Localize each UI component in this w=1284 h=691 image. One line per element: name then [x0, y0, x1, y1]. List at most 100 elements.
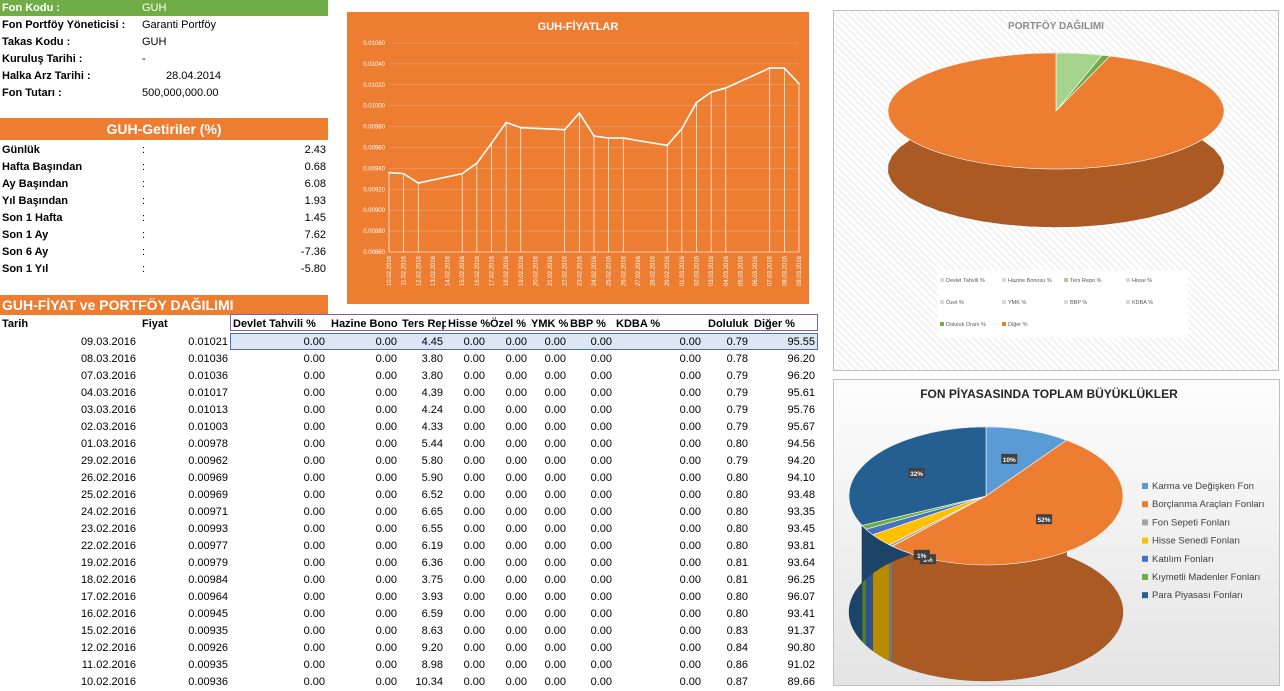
- cell-devlet: 0.00: [303, 353, 325, 365]
- cell-ymk: 0.00: [544, 455, 566, 467]
- selected-row-highlight[interactable]: [230, 333, 818, 350]
- table-row[interactable]: 29.02.2016 0.00962 0.00 0.00 5.80 0.00 0.00 0.0…: [0, 453, 830, 470]
- cell-ymk: 0.00: [544, 387, 566, 399]
- cell-kdba: 0.00: [679, 472, 701, 484]
- x-tick-label: 01.03.2016: [680, 255, 686, 286]
- cell-diger: 91.37: [787, 625, 815, 637]
- table-row[interactable]: 24.02.2016 0.00971 0.00 0.00 6.65 0.00 0.00 0.0…: [0, 504, 830, 521]
- table-row[interactable]: 19.02.2016 0.00979 0.00 0.00 6.36 0.00 0.00 0.0…: [0, 555, 830, 572]
- table-row[interactable]: 08.03.2016 0.01036 0.00 0.00 3.80 0.00 0.00 0.0…: [0, 351, 830, 368]
- market-data-label: 10%: [1003, 457, 1016, 464]
- info-value: GUH: [142, 2, 167, 14]
- cell-tarih: 12.02.2016: [80, 642, 136, 654]
- cell-hazine: 0.00: [375, 659, 397, 671]
- market-legend-label: Hisse Senedi Fonları: [1152, 536, 1240, 547]
- cell-ters: 6.19: [421, 540, 443, 552]
- market-data-label: 52%: [1038, 517, 1051, 524]
- x-tick-label: 29.02.2016: [665, 255, 671, 286]
- cell-kdba: 0.00: [679, 523, 701, 535]
- info-label: Takas Kodu :: [2, 36, 71, 48]
- market-legend-swatch: [1142, 592, 1148, 599]
- cell-fiyat: 0.01036: [188, 370, 228, 382]
- cell-doluluk: 0.81: [726, 557, 748, 569]
- table-row[interactable]: 22.02.2016 0.00977 0.00 0.00 6.19 0.00 0.00 0.0…: [0, 538, 830, 555]
- cell-doluluk: 0.79: [726, 387, 748, 399]
- table-row[interactable]: 03.03.2016 0.01013 0.00 0.00 4.24 0.00 0.00 0.0…: [0, 402, 830, 419]
- price-point: [724, 87, 727, 89]
- cell-ymk: 0.00: [544, 591, 566, 603]
- cell-bbp: 0.00: [590, 506, 612, 518]
- cell-fiyat: 0.00962: [188, 455, 228, 467]
- table-row[interactable]: 10.02.2016 0.00936 0.00 0.00 10.34 0.00 0.00 0.…: [0, 674, 830, 691]
- cell-bbp: 0.00: [590, 523, 612, 535]
- table-row[interactable]: 01.03.2016 0.00978 0.00 0.00 5.44 0.00 0.00 0.0…: [0, 436, 830, 453]
- cell-bbp: 0.00: [590, 574, 612, 586]
- price-point: [622, 137, 625, 139]
- cell-bbp: 0.00: [590, 404, 612, 416]
- return-colon: :: [142, 212, 146, 224]
- table-row[interactable]: 11.02.2016 0.00935 0.00 0.00 8.98 0.00 0.00 0.0…: [0, 657, 830, 674]
- cell-tarih: 23.02.2016: [80, 523, 136, 535]
- cell-ymk: 0.00: [544, 404, 566, 416]
- info-label: Fon Kodu :: [2, 2, 61, 14]
- table-row[interactable]: 18.02.2016 0.00984 0.00 0.00 3.75 0.00 0.00 0.0…: [0, 572, 830, 589]
- table-row[interactable]: 23.02.2016 0.00993 0.00 0.00 6.55 0.00 0.00 0.0…: [0, 521, 830, 538]
- portfolio-legend-swatch: [1064, 278, 1068, 282]
- x-tick-label: 17.02.2016: [490, 255, 496, 286]
- cell-tarih: 07.03.2016: [80, 370, 136, 382]
- cell-ymk: 0.00: [544, 574, 566, 586]
- cell-diger: 96.07: [787, 591, 815, 603]
- cell-hisse: 0.00: [463, 506, 485, 518]
- table-row[interactable]: 15.02.2016 0.00935 0.00 0.00 8.63 0.00 0.00 0.0…: [0, 623, 830, 640]
- cell-bbp: 0.00: [590, 591, 612, 603]
- col-header-hazine: Hazine Bono: [331, 318, 398, 330]
- cell-ozel: 0.00: [505, 387, 527, 399]
- cell-hisse: 0.00: [463, 642, 485, 654]
- x-tick-label: 27.02.2016: [636, 255, 642, 286]
- table-row[interactable]: 16.02.2016 0.00945 0.00 0.00 6.59 0.00 0.00 0.0…: [0, 606, 830, 623]
- return-label: Son 1 Hafta: [2, 212, 63, 224]
- cell-hisse: 0.00: [463, 387, 485, 399]
- cell-hazine: 0.00: [375, 489, 397, 501]
- cell-diger: 91.02: [787, 659, 815, 671]
- market-legend-label: Para Piyasası Fonları: [1152, 590, 1243, 601]
- cell-bbp: 0.00: [590, 370, 612, 382]
- cell-tarih: 04.03.2016: [80, 387, 136, 399]
- portfolio-legend-label: Devlet Tahvili %: [946, 278, 985, 284]
- return-value: -7.36: [300, 246, 326, 258]
- cell-doluluk: 0.79: [726, 336, 748, 348]
- cell-ters: 9.20: [421, 642, 443, 654]
- cell-tarih: 10.02.2016: [80, 676, 136, 688]
- cell-ozel: 0.00: [505, 370, 527, 382]
- table-row[interactable]: 09.03.2016 0.01021 0.00 0.00 4.45 0.00 0.00 0.0…: [0, 334, 830, 351]
- table-row[interactable]: 07.03.2016 0.01036 0.00 0.00 3.80 0.00 0.00 0.0…: [0, 368, 830, 385]
- x-tick-label: 18.02.2016: [504, 255, 510, 286]
- cell-kdba: 0.00: [679, 438, 701, 450]
- table-row[interactable]: 12.02.2016 0.00926 0.00 0.00 9.20 0.00 0.00 0.0…: [0, 640, 830, 657]
- cell-bbp: 0.00: [590, 336, 612, 348]
- cell-ters: 5.80: [421, 455, 443, 467]
- table-row[interactable]: 25.02.2016 0.00969 0.00 0.00 6.52 0.00 0.00 0.0…: [0, 487, 830, 504]
- table-row[interactable]: 17.02.2016 0.00964 0.00 0.00 3.93 0.00 0.00 0.0…: [0, 589, 830, 606]
- cell-fiyat: 0.00935: [188, 625, 228, 637]
- table-row[interactable]: 02.03.2016 0.01003 0.00 0.00 4.33 0.00 0.00 0.0…: [0, 419, 830, 436]
- price-point: [490, 142, 493, 145]
- table-row[interactable]: 04.03.2016 0.01017 0.00 0.00 4.39 0.00 0.00 0.0…: [0, 385, 830, 402]
- cell-devlet: 0.00: [303, 404, 325, 416]
- y-tick-label: 0.00860: [363, 250, 385, 256]
- x-tick-label: 05.03.2016: [738, 255, 744, 286]
- portfolio-legend-swatch: [940, 322, 944, 326]
- cell-devlet: 0.00: [303, 455, 325, 467]
- cell-devlet: 0.00: [303, 489, 325, 501]
- portfolio-legend-label: Hisse %: [1132, 278, 1152, 284]
- table-row[interactable]: 26.02.2016 0.00969 0.00 0.00 5.90 0.00 0.00 0.0…: [0, 470, 830, 487]
- cell-hazine: 0.00: [375, 370, 397, 382]
- cell-devlet: 0.00: [303, 336, 325, 348]
- cell-ozel: 0.00: [505, 421, 527, 433]
- portfolio-legend-label: KDBA %: [1132, 300, 1153, 306]
- cell-ozel: 0.00: [505, 591, 527, 603]
- header-selection-box[interactable]: [230, 314, 818, 331]
- return-colon: :: [142, 161, 146, 173]
- cell-bbp: 0.00: [590, 472, 612, 484]
- cell-bbp: 0.00: [590, 540, 612, 552]
